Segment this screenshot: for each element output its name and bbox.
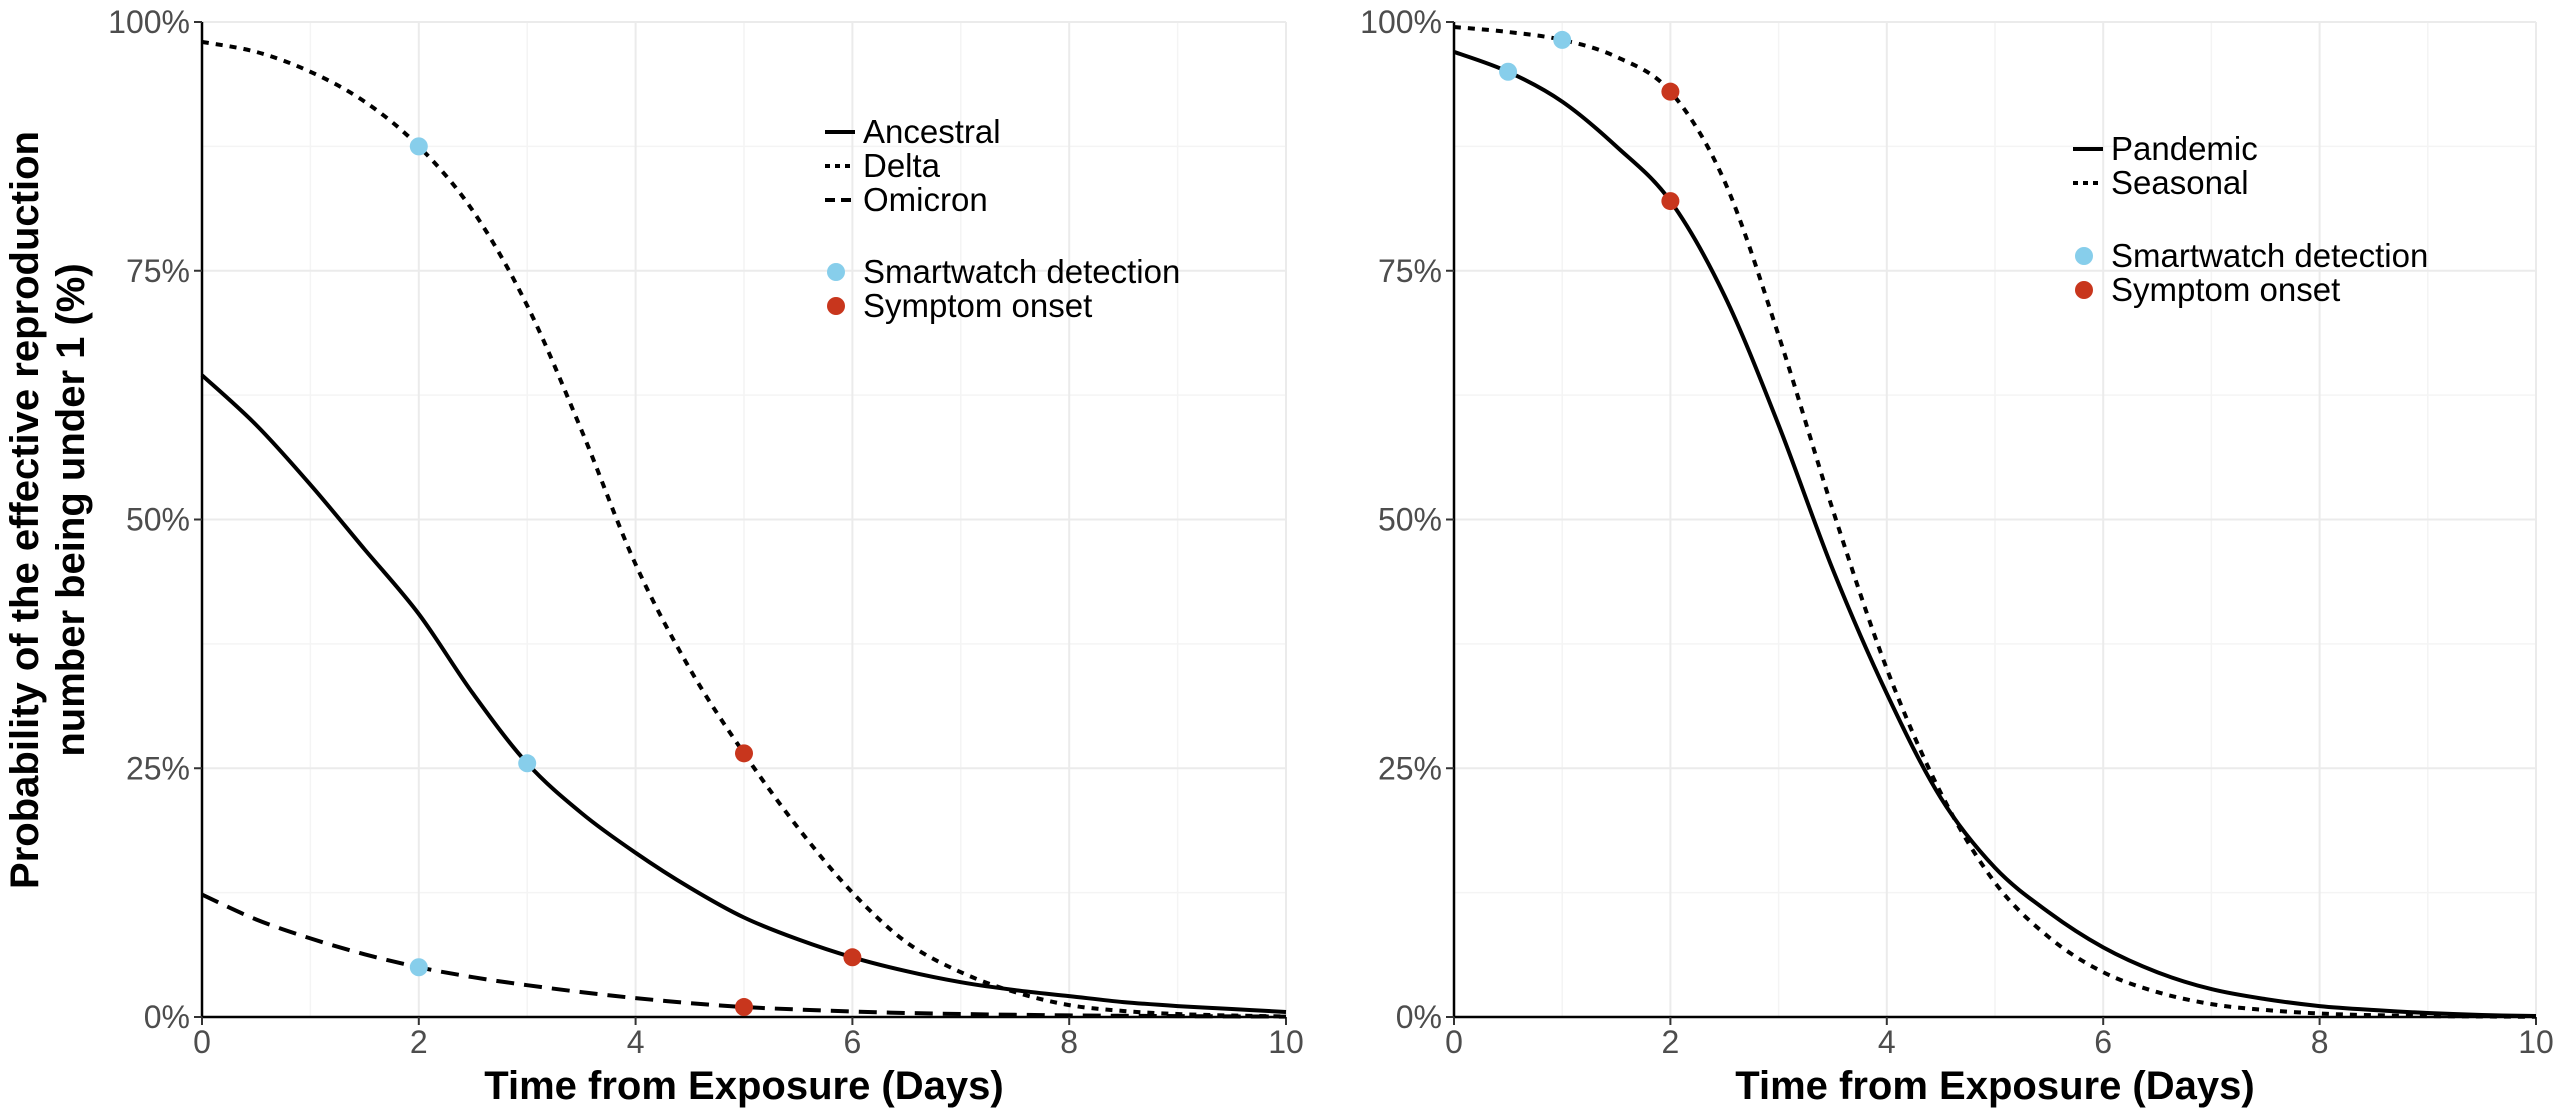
y-tick-label: 75% xyxy=(126,253,190,289)
y-tick-label: 100% xyxy=(108,4,190,40)
y-tick-label: 25% xyxy=(1378,750,1442,786)
x-tick-label: 6 xyxy=(844,1024,862,1060)
smartwatch-point-ancestral xyxy=(518,754,537,773)
y-axis-label-line1: Probability of the effective reproductio… xyxy=(3,131,47,889)
y-tick-label: 50% xyxy=(1378,502,1442,538)
symptom-point-ancestral xyxy=(843,948,862,967)
x-axis-label: Time from Exposure (Days) xyxy=(484,1064,1003,1108)
smartwatch-point-delta xyxy=(409,137,428,156)
legend-label-seasonal: Seasonal xyxy=(2111,164,2249,201)
right-panel: 0 2 4 6 8 100%25%50%75%100%Time from Exposure… xyxy=(1360,4,2554,1108)
series-line-seasonal xyxy=(1453,25,2537,1019)
legend-label-pandemic: Pandemic xyxy=(2111,130,2258,167)
y-tick-label: 0% xyxy=(1396,999,1442,1035)
legend-key-symptom-onset xyxy=(827,297,845,315)
legend-key-smartwatch-detection xyxy=(827,263,845,281)
x-axis-label: Time from Exposure (Days) xyxy=(1735,1064,2254,1108)
y-axis-label-line2: number being under 1 (%) xyxy=(49,263,93,756)
symptom-point-seasonal xyxy=(1661,82,1680,101)
symptom-point-omicron xyxy=(735,998,753,1017)
smartwatch-point-omicron xyxy=(409,958,428,977)
left-panel: 0 2 4 6 8 100%25%50%75%100%Time from Exposure… xyxy=(108,4,1304,1108)
legend-label-symptom-onset: Symptom onset xyxy=(2111,271,2340,308)
x-tick-label: 6 xyxy=(2094,1024,2112,1060)
x-tick-label: 4 xyxy=(627,1024,645,1060)
legend-label-ancestral: Ancestral xyxy=(863,113,1001,150)
x-tick-label: 10 xyxy=(2518,1024,2554,1060)
legend-key-symptom-onset xyxy=(2075,281,2093,299)
symptom-point-delta xyxy=(735,744,753,763)
x-tick-label: 2 xyxy=(410,1024,428,1060)
legend-label-delta: Delta xyxy=(863,147,941,184)
legend-label-symptom-onset: Symptom onset xyxy=(863,287,1092,324)
y-tick-label: 25% xyxy=(126,750,190,786)
y-tick-label: 50% xyxy=(126,502,190,538)
symptom-point-pandemic xyxy=(1661,192,1680,211)
legend-key-smartwatch-detection xyxy=(2075,247,2093,265)
legend-label-smartwatch-detection: Smartwatch detection xyxy=(863,253,1180,290)
series-line-delta xyxy=(201,39,1287,1019)
legend-label-smartwatch-detection: Smartwatch detection xyxy=(2111,237,2428,274)
y-tick-label: 0% xyxy=(144,999,190,1035)
y-tick-label: 100% xyxy=(1360,4,1442,40)
x-tick-label: 8 xyxy=(2311,1024,2329,1060)
x-tick-label: 2 xyxy=(1662,1024,1680,1060)
y-tick-label: 75% xyxy=(1378,253,1442,289)
x-tick-label: 0 xyxy=(193,1024,211,1060)
smartwatch-point-seasonal xyxy=(1553,30,1572,49)
x-tick-label: 4 xyxy=(1878,1024,1896,1060)
x-tick-label: 10 xyxy=(1268,1024,1304,1060)
series-line-ancestral xyxy=(200,373,1287,1014)
smartwatch-point-pandemic xyxy=(1499,62,1518,81)
x-tick-label: 0 xyxy=(1445,1024,1463,1060)
legend-label-omicron: Omicron xyxy=(863,181,988,218)
x-tick-label: 8 xyxy=(1060,1024,1078,1060)
